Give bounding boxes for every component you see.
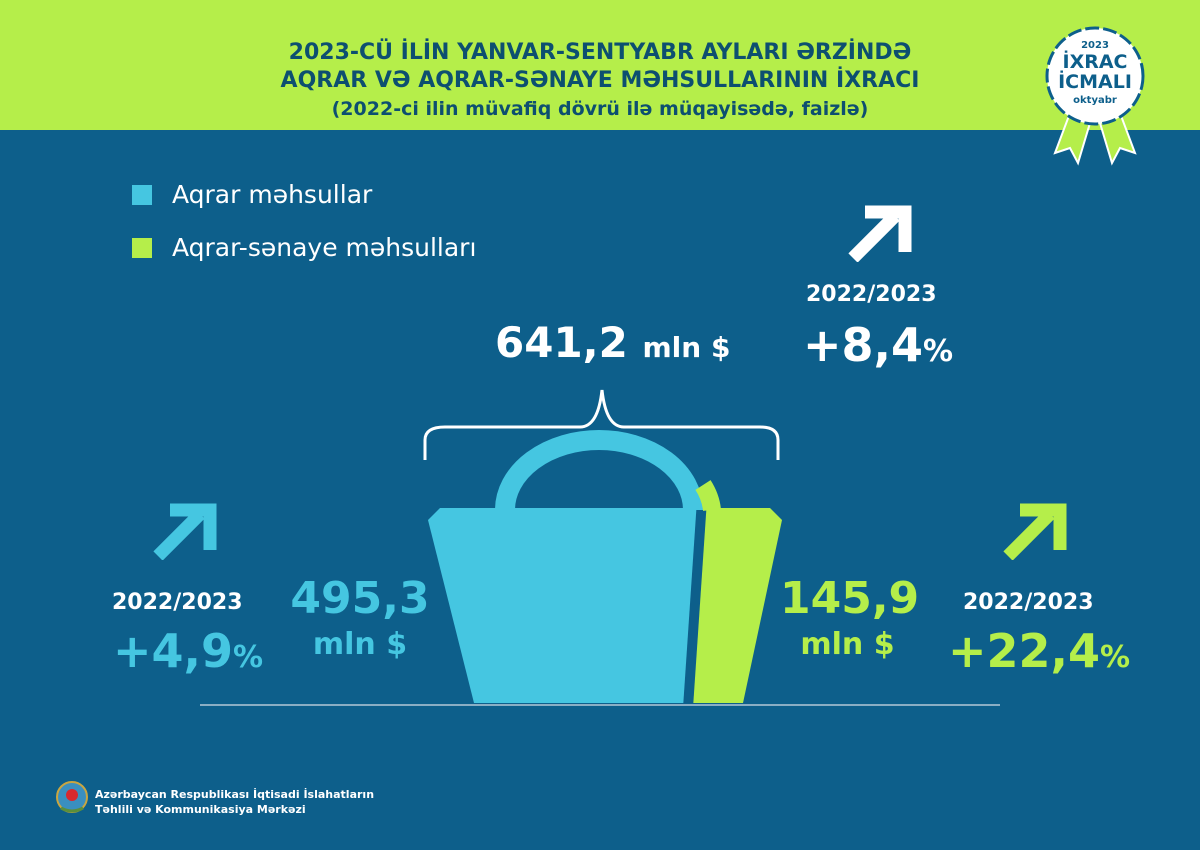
header: 2023-CÜ İLİN YANVAR-SENTYABR AYLARI ƏRZİ… bbox=[0, 0, 1200, 130]
subtitle: (2022-ci ilin müvafiq dövrü ilə müqayisə… bbox=[331, 98, 869, 120]
ribbon-badge-icon bbox=[1045, 26, 1145, 166]
arrow-up-right-icon bbox=[848, 205, 912, 262]
legend-item-agroindustrial: Aqrar-sənaye məhsulları bbox=[132, 233, 476, 262]
agroindustrial-change: +22,4% bbox=[948, 624, 1131, 678]
bag-handle-right bbox=[695, 480, 721, 512]
total-brace bbox=[423, 389, 780, 460]
agroindustrial-period: 2022/2023 bbox=[963, 590, 1094, 615]
title-line2: AQRAR VƏ AQRAR-SƏNAYE MƏHSULLARININ İXRA… bbox=[280, 68, 920, 93]
agrarian-value: 495,3 mln $ bbox=[290, 573, 430, 663]
title-line1: 2023-CÜ İLİN YANVAR-SENTYABR AYLARI ƏRZİ… bbox=[288, 40, 912, 65]
emblem-logo bbox=[56, 781, 88, 813]
arrow-up-right-icon bbox=[1003, 503, 1067, 560]
legend-swatch bbox=[132, 237, 152, 258]
total-value: 641,2 mln $ bbox=[495, 318, 731, 367]
total-period: 2022/2023 bbox=[806, 282, 937, 307]
total-change: +8,4% bbox=[803, 318, 954, 372]
bag-segment-agroindustrial bbox=[693, 508, 782, 703]
agroindustrial-value: 145,9 mln $ bbox=[780, 573, 920, 663]
arrow-up-right-icon bbox=[153, 503, 217, 560]
agrarian-period: 2022/2023 bbox=[112, 590, 243, 615]
footer-organization: Azərbaycan Respublikası İqtisadi İslahat… bbox=[95, 788, 375, 816]
legend-item-agrarian: Aqrar məhsullar bbox=[132, 180, 372, 209]
badge: 2023 İXRAC İCMALI oktyabr bbox=[1040, 18, 1150, 168]
agrarian-change: +4,9% bbox=[113, 624, 264, 678]
legend-swatch bbox=[132, 184, 152, 205]
bag-handle bbox=[495, 430, 703, 511]
bag-segment-agrarian bbox=[428, 508, 697, 703]
